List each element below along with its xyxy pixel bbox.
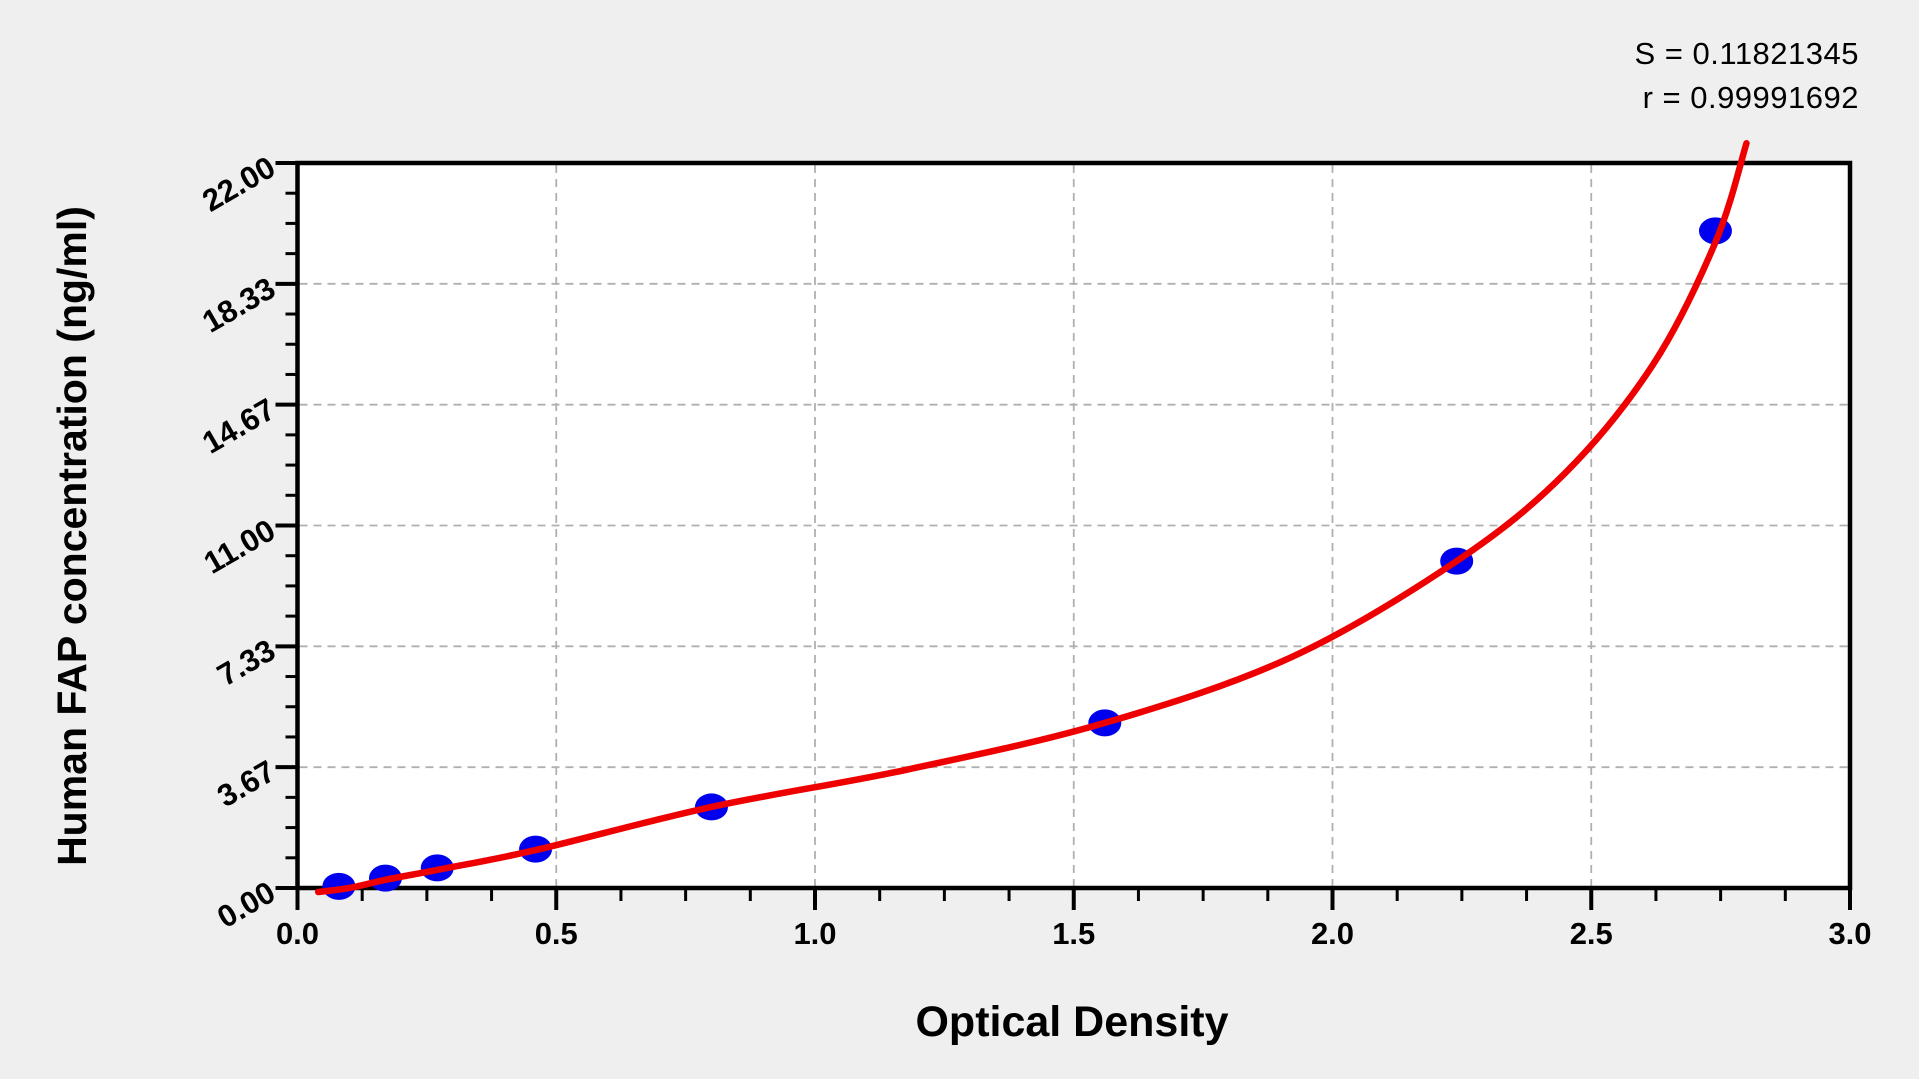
x-tick-label: 0.5: [534, 916, 578, 951]
x-tick-label: 3.0: [1828, 916, 1872, 951]
fit-statistics: S = 0.11821345 r = 0.99991692: [1635, 32, 1859, 120]
x-tick-label: 0.0: [275, 916, 320, 951]
x-tick-label: 1.5: [1052, 916, 1096, 951]
x-tick-label: 2.5: [1569, 916, 1613, 951]
x-tick-label: 2.0: [1310, 916, 1355, 951]
s-statistic: S = 0.11821345: [1634, 36, 1859, 71]
r-statistic: r = 0.99991692: [1642, 80, 1859, 115]
x-axis-title: Optical Density: [915, 998, 1229, 1046]
x-tick-label: 1.0: [793, 916, 837, 951]
fit-curve: [314, 139, 1750, 896]
